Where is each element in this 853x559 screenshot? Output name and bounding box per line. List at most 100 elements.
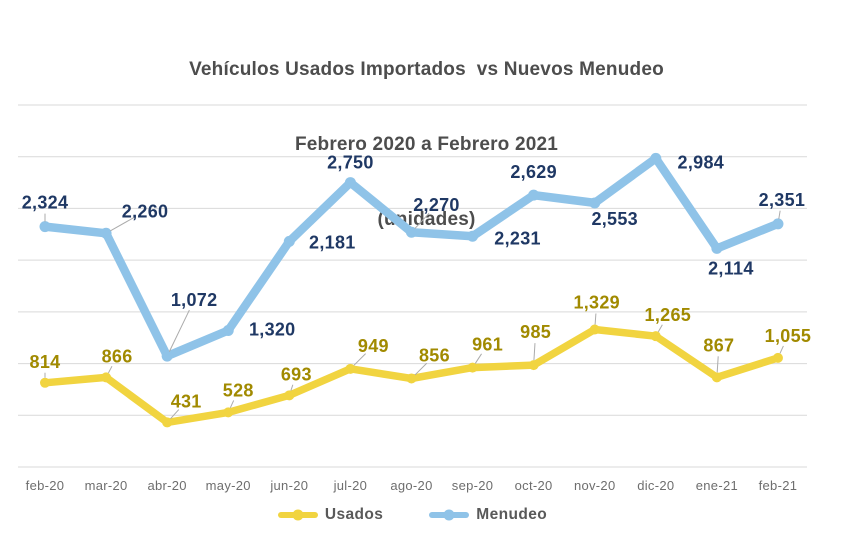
data-label-usados: 961 [472,335,503,355]
chart-title-line1: Vehículos Usados Importados vs Nuevos Me… [189,59,664,80]
point-marker-usados [589,324,600,335]
data-label-usados: 528 [223,380,254,400]
label-leader-line [110,216,136,232]
chart-title-line2: Febrero 2020 a Febrero 2021 [294,134,559,155]
data-label-menudeo: 2,181 [309,232,356,252]
point-marker-usados [223,407,234,418]
point-marker-usados [284,390,295,401]
x-tick-label: abr-20 [147,478,186,493]
data-label-menudeo: 2,260 [122,201,169,221]
label-leader-line [474,353,482,364]
data-label-menudeo: 2,750 [327,153,374,173]
x-tick-label: feb-20 [26,478,65,493]
label-leader-line [657,324,663,333]
label-leader-line [778,210,781,219]
x-tick-label: jul-20 [333,478,368,493]
point-marker-usados [772,352,783,363]
point-marker-menudeo [222,324,234,336]
data-label-usados: 1,055 [765,326,812,346]
data-label-menudeo: 2,629 [510,162,557,182]
point-marker-usados [711,372,722,383]
label-leader-line [414,362,428,376]
point-marker-usados [406,373,417,384]
point-marker-menudeo [528,189,540,201]
x-tick-label: dic-20 [637,478,674,493]
data-label-menudeo: 2,114 [708,258,754,278]
data-label-usados: 1,265 [645,305,692,325]
legend-item-usados: Usados [277,506,384,524]
label-leader-line [170,409,180,420]
leader-lines-usados [44,313,784,420]
series-line-menudeo [40,154,783,361]
data-label-usados: 431 [171,391,202,411]
usados-line-marker-icon [277,509,318,521]
data-label-menudeo: 2,553 [591,209,638,229]
x-tick-label: mar-20 [85,478,128,493]
label-leader-line [229,400,235,409]
point-marker-usados [528,360,539,371]
point-marker-usados [345,363,356,374]
point-marker-menudeo [100,227,112,239]
data-label-usados: 1,329 [573,293,620,313]
point-marker-usados [101,372,112,383]
x-tick-label: nov-20 [574,478,616,493]
label-leader-line [716,356,719,373]
x-tick-label: feb-21 [759,478,798,493]
label-leader-line [168,309,190,352]
data-label-menudeo: 2,231 [494,228,541,248]
label-leader-line [779,345,784,354]
point-marker-usados [40,377,50,388]
point-marker-menudeo [161,350,173,362]
leader-lines-menudeo [44,210,781,352]
data-label-usados: 985 [520,322,551,342]
point-marker-menudeo [467,230,479,242]
point-marker-usados [162,417,173,428]
menudeo-line-marker-icon [429,509,470,521]
series-menudeo [39,152,784,362]
data-label-menudeo: 1,320 [249,319,296,339]
point-marker-menudeo [711,242,723,254]
data-label-usados: 867 [703,335,734,355]
point-marker-menudeo [589,197,601,209]
data-label-usados: 866 [102,346,133,366]
point-marker-usados [467,362,478,373]
data-label-usados: 949 [358,336,389,356]
label-leader-line [353,353,366,366]
label-leader-line [533,343,536,361]
data-label-menudeo: 2,984 [678,152,725,172]
x-tick-label: jun-20 [269,478,308,493]
chart-legend: Usados Menudeo [0,506,825,524]
data-label-menudeo: 2,324 [22,193,69,213]
data-label-menudeo: 2,351 [759,190,806,210]
data-label-menudeo: 2,270 [413,195,460,215]
point-marker-usados [650,331,661,342]
point-marker-menudeo [405,226,417,238]
data-label-usados: 693 [281,364,312,384]
x-tick-label: ago-20 [390,478,432,493]
point-marker-menudeo [772,218,784,230]
label-leader-line [290,384,294,391]
data-labels-usados: 814 866 431 528 693 949 856 961 985 1,329 1,265 867… [30,293,812,412]
point-marker-menudeo [344,177,356,189]
x-tick-label: sep-20 [452,478,494,493]
label-leader-line [414,212,430,229]
x-tick-label: oct-20 [515,478,553,493]
point-marker-menudeo [650,152,662,164]
x-tick-label: ene-21 [696,478,738,493]
point-marker-menudeo [283,235,295,247]
legend-label-menudeo: Menudeo [476,506,548,523]
label-leader-line [107,365,113,374]
point-marker-menudeo [39,221,51,233]
series-usados [40,324,783,428]
data-labels-menudeo: 2,324 2,260 1,072 1,320 2,181 2,750 2,270 2,231… [22,152,806,339]
data-label-usados: 856 [419,345,450,365]
legend-label-usados: Usados [324,506,384,523]
label-leader-line [594,313,597,325]
x-axis-labels: feb-20 mar-20 abr-20 may-20 jun-20 jul-20 ago-… [26,478,798,493]
data-label-usados: 814 [30,352,61,372]
data-label-menudeo: 1,072 [171,290,218,310]
x-tick-label: may-20 [206,478,251,493]
legend-item-menudeo: Menudeo [429,506,547,524]
